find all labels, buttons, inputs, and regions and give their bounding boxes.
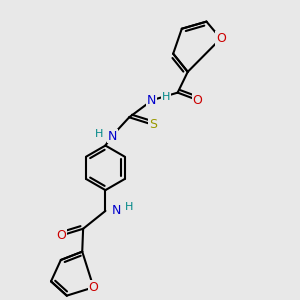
Text: O: O bbox=[193, 94, 202, 106]
Text: O: O bbox=[88, 281, 98, 294]
Text: S: S bbox=[149, 118, 157, 131]
Text: N: N bbox=[112, 203, 122, 217]
Text: H: H bbox=[162, 92, 170, 101]
Text: H: H bbox=[125, 202, 134, 212]
Text: N: N bbox=[108, 130, 118, 142]
Text: O: O bbox=[216, 32, 226, 45]
Text: N: N bbox=[147, 94, 156, 106]
Text: H: H bbox=[95, 129, 104, 139]
Text: O: O bbox=[56, 229, 66, 242]
